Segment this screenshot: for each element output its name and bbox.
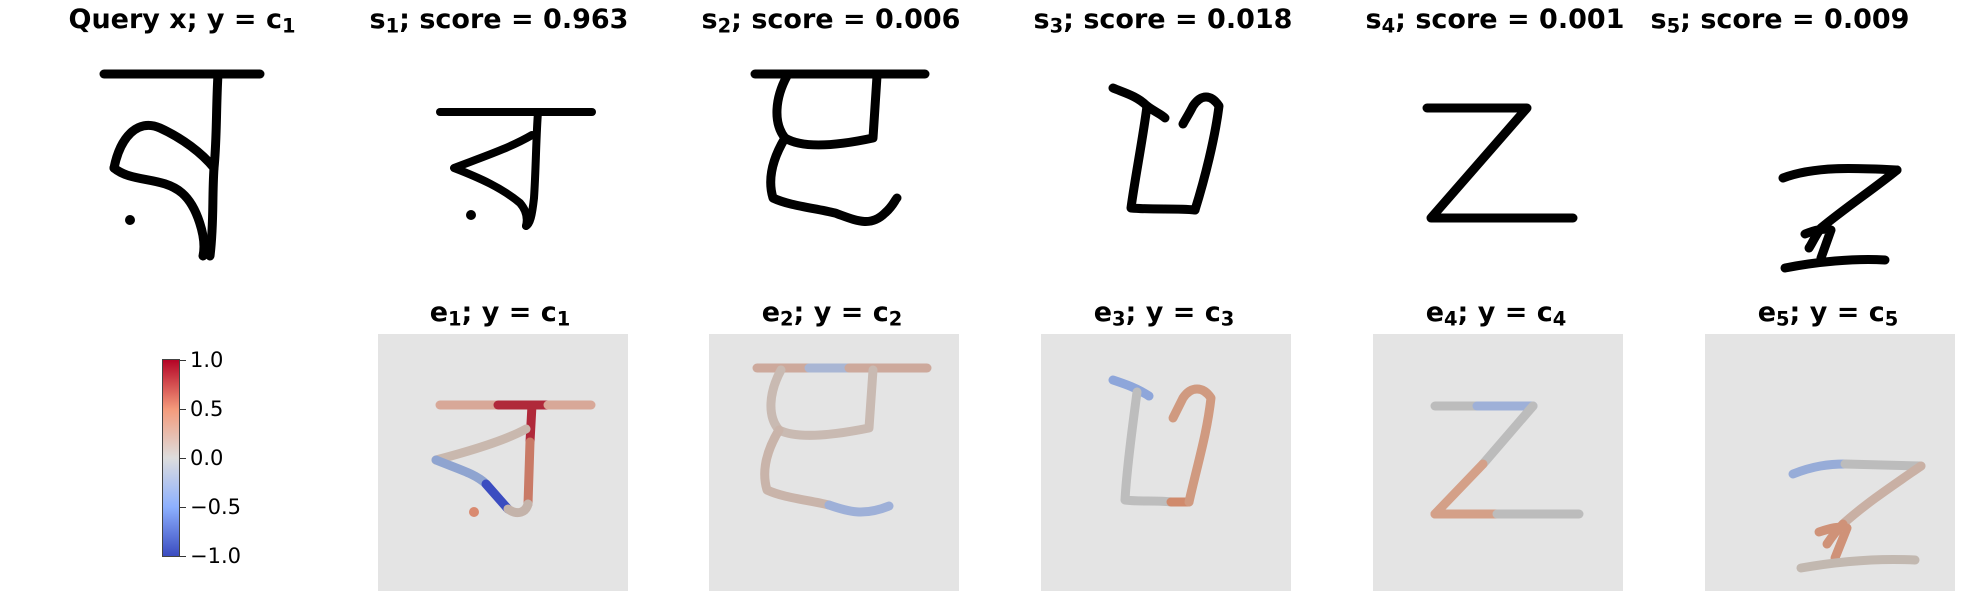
colorbar-tick-label: −0.5: [190, 495, 241, 519]
colorbar-tick: [180, 458, 186, 459]
s3-title: s3; score = 0.018: [1033, 4, 1293, 38]
e1-title: e1; y = c1: [429, 297, 571, 331]
s1-glyph: [436, 108, 596, 230]
s1-title: s1; score = 0.963: [369, 4, 629, 38]
colorbar-tick: [180, 556, 186, 557]
colorbar-tick-label: 1.0: [190, 348, 224, 372]
e5-title: e5; y = c5: [1757, 297, 1899, 331]
e2-title: e2; y = c2: [761, 297, 903, 331]
colorbar-tick-label: −1.0: [190, 544, 241, 568]
query-glyph: [99, 69, 265, 261]
e4-heatmap: [1373, 334, 1623, 591]
colorbar: [162, 359, 180, 557]
s2-glyph: [750, 69, 930, 226]
colorbar-tick: [180, 507, 186, 508]
e3-title: e3; y = c3: [1093, 297, 1235, 331]
e3-heatmap: [1041, 334, 1291, 591]
query-title: Query x; y = c1: [68, 4, 296, 38]
s5-title: s5; score = 0.009: [1650, 4, 1910, 38]
s4-title: s4; score = 0.001: [1365, 4, 1625, 38]
e4-title: e4; y = c4: [1425, 297, 1567, 331]
s2-title: s2; score = 0.006: [701, 4, 961, 38]
s3-glyph: [1108, 83, 1224, 215]
e5-heatmap: [1705, 334, 1955, 591]
s4-glyph: [1422, 103, 1578, 223]
e1-heatmap: [378, 334, 628, 591]
colorbar-tick-label: 0.5: [190, 397, 224, 421]
colorbar-tick-label: 0.0: [190, 446, 224, 470]
colorbar-tick: [180, 409, 186, 410]
colorbar-tick: [180, 360, 186, 361]
s5-glyph: [1778, 163, 1902, 273]
e2-heatmap: [709, 334, 959, 591]
